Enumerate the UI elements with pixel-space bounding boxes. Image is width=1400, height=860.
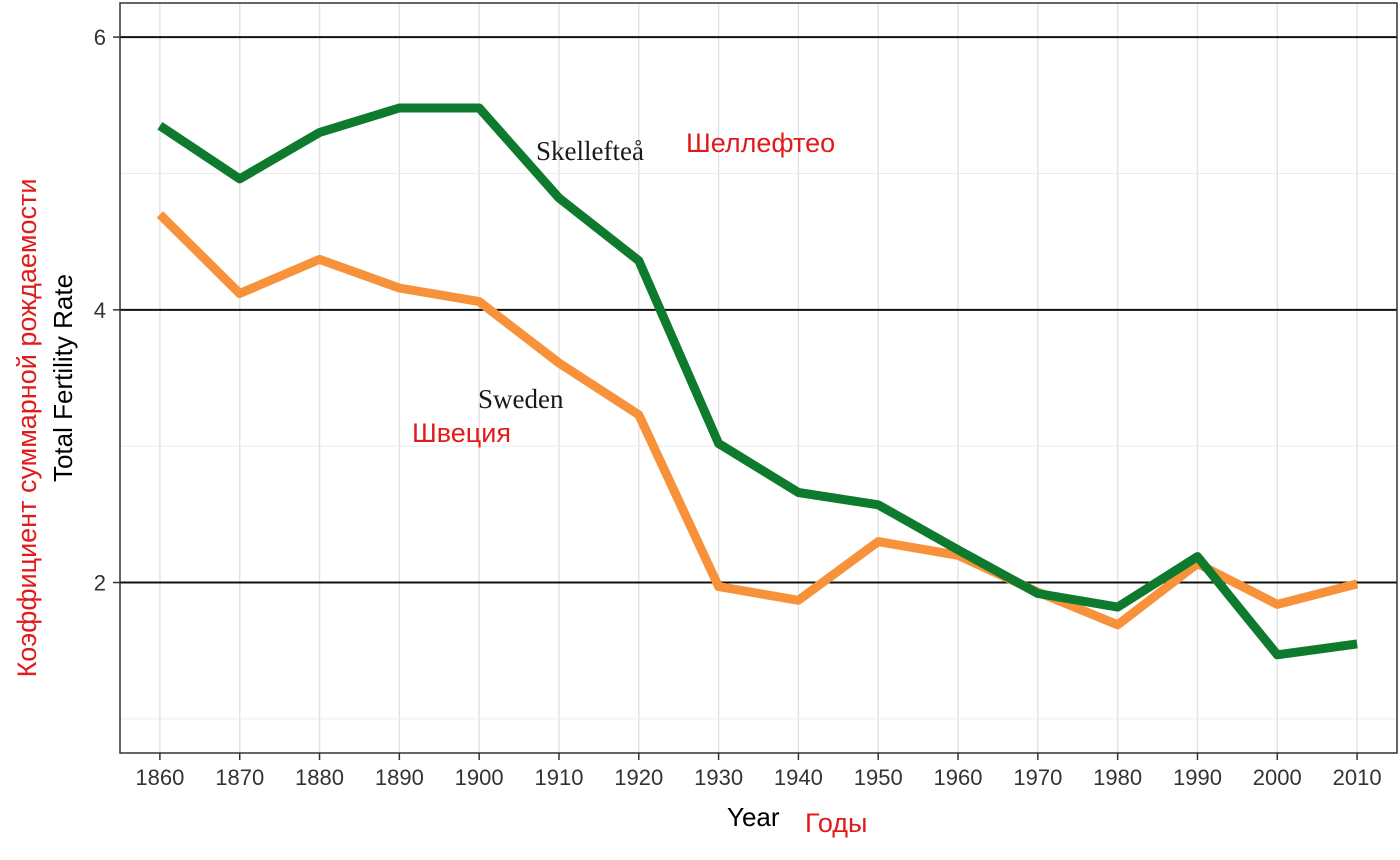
series-lines: [156, 103, 1359, 660]
x-tick-label: 1960: [934, 765, 983, 790]
x-axis: 1860 1870 1880 1890 1900 1910 1920 1930 1940 1950…: [135, 753, 1382, 790]
x-axis-title: Year: [727, 802, 780, 832]
y-axis-title: Total Fertility Rate: [48, 274, 78, 482]
x-tick-label: 1950: [854, 765, 903, 790]
x-tick-label: 1870: [215, 765, 264, 790]
series-line-sweden: [156, 211, 1359, 630]
y-axis: 2 4 6: [94, 25, 120, 596]
x-tick-label: 1880: [295, 765, 344, 790]
y-tick-label: 2: [94, 571, 106, 596]
x-tick-label: 1990: [1173, 765, 1222, 790]
x-tick-label: 1930: [694, 765, 743, 790]
y-tick-label: 6: [94, 25, 106, 50]
x-tick-label: 1910: [534, 765, 583, 790]
x-tick-label: 1940: [774, 765, 823, 790]
x-tick-label: 1980: [1093, 765, 1142, 790]
x-tick-label: 1890: [375, 765, 424, 790]
x-tick-label: 1970: [1013, 765, 1062, 790]
x-tick-label: 2000: [1253, 765, 1302, 790]
series-label-sweden: Sweden: [478, 384, 564, 414]
x-tick-label: 1920: [614, 765, 663, 790]
x-tick-label: 1900: [455, 765, 504, 790]
plot-background: [120, 3, 1397, 753]
major-gridlines: [120, 36, 1397, 584]
x-axis-title-translation: Годы: [805, 808, 867, 838]
plot-border: [119, 2, 1398, 754]
series-label-skelleftea-translation: Шеллефтео: [686, 128, 835, 158]
x-tick-label: 1860: [135, 765, 184, 790]
x-tick-label: 2010: [1333, 765, 1382, 790]
y-axis-title-translation: Коэффициент суммарной рождаемости: [12, 179, 42, 678]
series-label-skelleftea: Skellefteå: [536, 136, 644, 166]
y-tick-label: 4: [94, 298, 106, 323]
series-line-skelleftea: [157, 103, 1358, 660]
series-label-sweden-translation: Швеция: [412, 418, 511, 448]
